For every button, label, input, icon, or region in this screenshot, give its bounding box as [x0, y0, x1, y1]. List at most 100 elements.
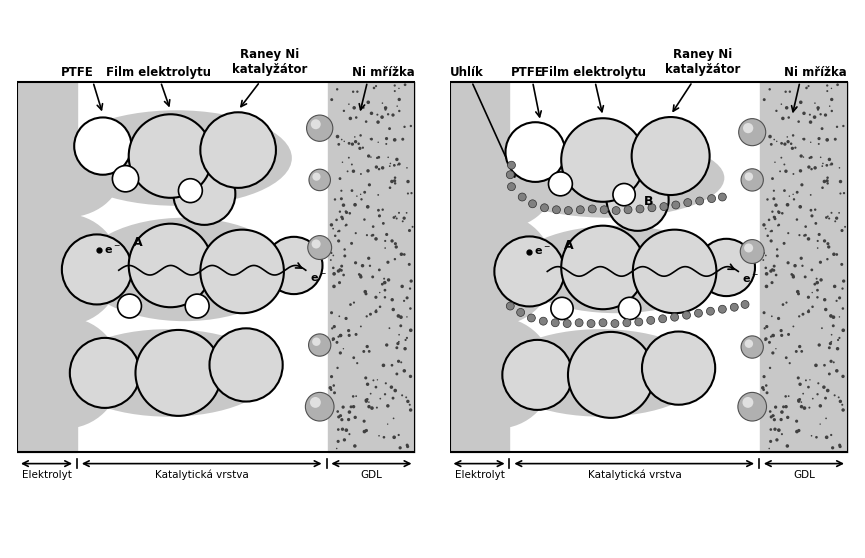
Point [821, 239, 835, 248]
Point [789, 143, 803, 152]
Point [816, 162, 830, 171]
Point [836, 122, 850, 131]
Point [829, 135, 843, 144]
Point [400, 312, 413, 321]
Circle shape [62, 234, 131, 305]
Circle shape [739, 119, 766, 146]
Point [765, 140, 778, 149]
Point [332, 227, 346, 235]
Point [345, 186, 359, 195]
Point [402, 226, 416, 235]
Point [370, 110, 384, 119]
Point [795, 347, 809, 356]
Point [785, 144, 799, 153]
Point [394, 444, 407, 453]
Point [829, 217, 843, 226]
Circle shape [503, 340, 573, 410]
Point [808, 205, 822, 214]
Point [402, 260, 416, 269]
Point [778, 392, 792, 401]
Text: PTFE: PTFE [61, 66, 93, 79]
Point [404, 372, 418, 381]
Ellipse shape [494, 138, 724, 218]
Point [342, 415, 356, 424]
Point [326, 251, 340, 260]
Point [833, 441, 847, 450]
Point [814, 276, 828, 285]
Point [769, 271, 783, 280]
Point [788, 100, 802, 109]
Point [820, 161, 834, 170]
Point [782, 113, 796, 122]
Point [343, 139, 356, 148]
Point [382, 124, 396, 133]
Point [766, 331, 780, 340]
Point [798, 272, 812, 281]
Circle shape [553, 206, 561, 214]
Text: Uhlík: Uhlík [450, 66, 484, 79]
Point [782, 330, 796, 339]
Point [805, 288, 819, 297]
Point [804, 165, 818, 174]
Point [400, 393, 413, 402]
Point [388, 176, 401, 185]
Text: e$^-$: e$^-$ [742, 275, 759, 286]
Point [372, 431, 386, 440]
Point [347, 353, 361, 362]
Point [396, 217, 410, 226]
Ellipse shape [61, 110, 292, 206]
Point [810, 274, 823, 283]
Point [759, 251, 772, 260]
Point [826, 444, 840, 453]
Point [811, 103, 825, 112]
Point [331, 437, 345, 446]
Circle shape [505, 122, 565, 182]
Circle shape [312, 172, 321, 181]
Point [770, 435, 784, 444]
Point [354, 271, 368, 280]
Point [345, 140, 359, 148]
Circle shape [576, 206, 584, 214]
Point [820, 136, 834, 145]
Text: Ni mřížka: Ni mřížka [352, 66, 414, 79]
Circle shape [201, 230, 284, 313]
Text: Film elektrolytu: Film elektrolytu [106, 66, 211, 79]
Point [834, 397, 848, 406]
Point [820, 176, 834, 185]
Point [403, 304, 417, 313]
Point [349, 258, 362, 267]
Point [822, 243, 836, 252]
Point [358, 188, 372, 197]
Circle shape [309, 334, 330, 356]
Point [758, 324, 772, 333]
Point [765, 312, 778, 321]
Point [330, 338, 344, 347]
Point [798, 231, 811, 240]
Point [369, 81, 383, 90]
Ellipse shape [10, 317, 121, 429]
Point [347, 103, 361, 112]
Point [805, 211, 819, 220]
Point [765, 412, 778, 421]
Point [798, 134, 811, 143]
Point [387, 305, 400, 314]
Point [324, 248, 338, 257]
Point [379, 379, 393, 388]
Point [791, 397, 805, 406]
Point [375, 280, 389, 288]
Point [324, 256, 337, 264]
Point [348, 200, 362, 209]
Point [777, 239, 791, 248]
Circle shape [611, 320, 619, 328]
Point [363, 261, 377, 270]
Point [332, 237, 346, 246]
Point [757, 372, 771, 381]
Point [379, 103, 393, 112]
Circle shape [707, 307, 714, 315]
Point [779, 167, 793, 176]
Point [820, 81, 834, 90]
Circle shape [618, 297, 641, 320]
Point [401, 397, 415, 406]
Point [326, 263, 340, 272]
Point [390, 343, 404, 352]
